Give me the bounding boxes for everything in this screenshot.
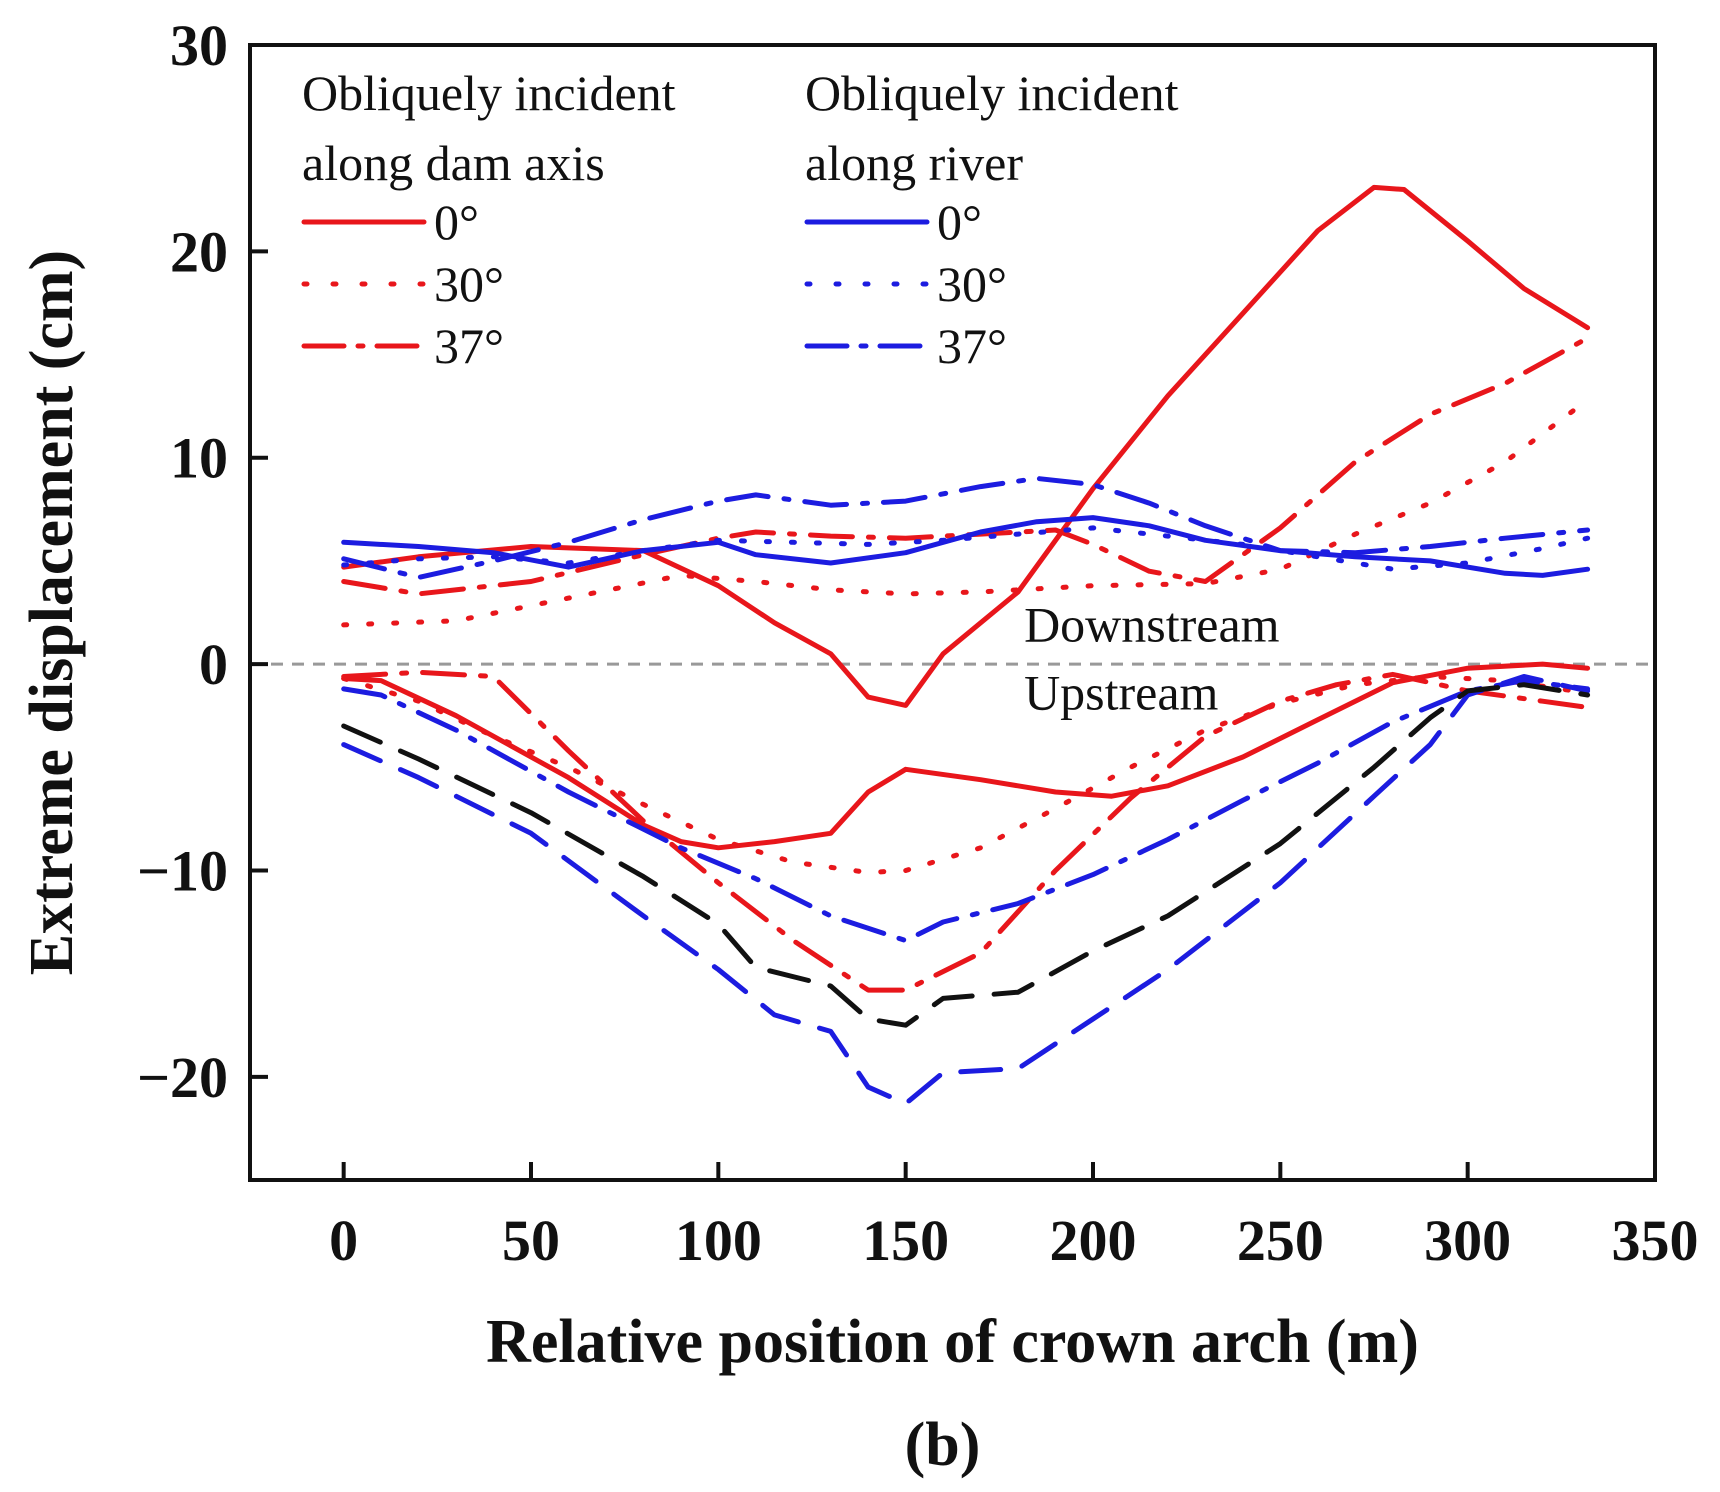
- legend-label: 0°: [434, 194, 479, 250]
- series-layer: [341, 184, 1591, 1107]
- x-tick-label: 200: [1050, 1208, 1137, 1273]
- legend-label: 37°: [434, 318, 504, 374]
- y-tick-label: 30: [170, 13, 228, 78]
- x-tick-label: 50: [502, 1208, 560, 1273]
- legend-title-line1: Obliquely incident: [805, 65, 1179, 121]
- panel-label: (b): [905, 1411, 981, 1479]
- x-tick-label: 300: [1424, 1208, 1511, 1273]
- legend-label: 30°: [937, 256, 1007, 312]
- y-tick-label: −10: [137, 838, 228, 903]
- series-line-4: [341, 335, 1591, 597]
- series-line-6: [341, 515, 1591, 578]
- series-line-8: [341, 475, 1591, 580]
- legend-title-line2: along river: [805, 135, 1023, 191]
- y-tick-label: 20: [170, 219, 228, 284]
- x-tick-label: 250: [1237, 1208, 1324, 1273]
- legend-label: 37°: [937, 318, 1007, 374]
- downstream-annotation: Downstream: [1024, 596, 1280, 652]
- series-line-3: [341, 674, 1591, 875]
- series-line-9: [341, 678, 1591, 944]
- tick-layer: 0 50 100 150 200 250 300 350 −20 −10 0 10 20 30: [137, 13, 1699, 1273]
- y-tick-label: 0: [199, 632, 228, 697]
- series-line-5: [341, 669, 1591, 993]
- upstream-annotation: Upstream: [1024, 664, 1218, 720]
- series-line-10: [341, 674, 1591, 1107]
- legend-title-line1: Obliquely incident: [302, 65, 676, 121]
- series-line-2: [341, 397, 1591, 628]
- x-tick-label: 100: [675, 1208, 762, 1273]
- label-layer: Relative position of crown arch (m) Extre…: [18, 250, 1419, 1479]
- legend-label: 0°: [937, 194, 982, 250]
- series-line-0: [341, 184, 1591, 708]
- x-axis-title: Relative position of crown arch (m): [486, 1308, 1419, 1376]
- y-axis-title: Extreme displacement (cm): [18, 250, 86, 975]
- series-line-1: [341, 661, 1591, 851]
- y-tick-label: 10: [170, 426, 228, 491]
- series-line-11: [341, 682, 1591, 1028]
- y-tick-label: −20: [137, 1045, 228, 1110]
- legend-title-line2: along dam axis: [302, 135, 605, 191]
- x-tick-label: 150: [862, 1208, 949, 1273]
- plot-frame: [248, 43, 1657, 1182]
- x-tick-label: 0: [329, 1208, 358, 1273]
- x-tick-label: 350: [1612, 1208, 1699, 1273]
- legend-label: 30°: [434, 256, 504, 312]
